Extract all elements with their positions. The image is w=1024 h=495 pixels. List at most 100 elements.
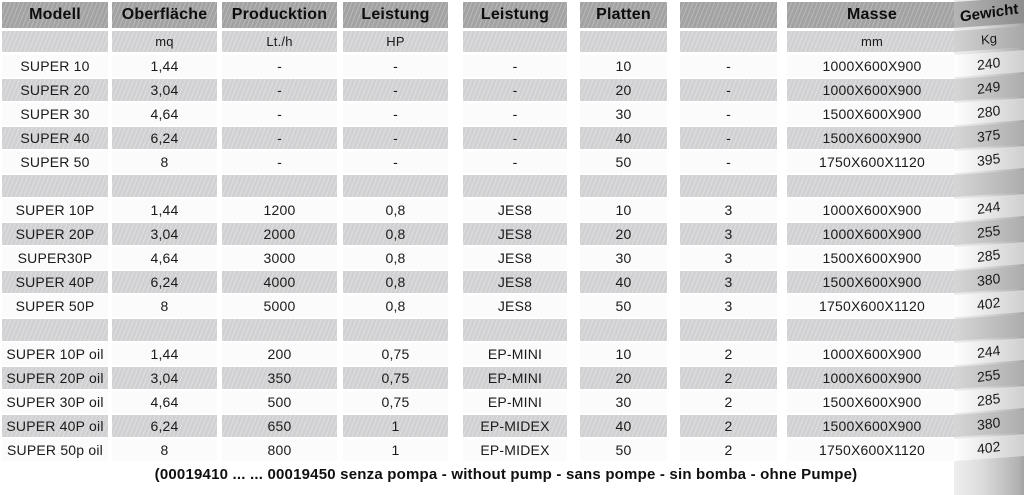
table-row: SUPER 50P 8 5000 0,8 JES8 50 3 1750X600X1120: [0, 295, 957, 317]
model-cell: SUPER 30: [2, 103, 108, 125]
table-cell: 1200: [222, 199, 337, 221]
table-cell: EP-MINI: [463, 367, 567, 389]
table-cell: JES8: [463, 295, 567, 317]
table-cell: EP-MIDEX: [463, 415, 567, 437]
table-row: SUPER 20 3,04- - -20-1000X600X900: [0, 79, 957, 101]
gewicht-value: [954, 170, 1024, 197]
table-cell: 1000X600X900: [787, 367, 957, 389]
table-row: SUPER 30 4,64- - -30-1500X600X900: [0, 103, 957, 125]
table-cell: -: [343, 151, 448, 173]
table-cell: 40: [580, 271, 667, 293]
table-cell: -: [222, 127, 337, 149]
table-cell: -: [463, 127, 567, 149]
table-cell: 3: [680, 295, 777, 317]
gewicht-value-label: 395: [976, 149, 1002, 170]
table-cell: 3000: [222, 247, 337, 269]
table-cell: -: [343, 55, 448, 77]
header-cell-blank: [680, 2, 777, 28]
table-header-row: Modell Oberfläche Producktion Leistung L…: [0, 2, 957, 28]
gewicht-value-label: 285: [976, 245, 1002, 266]
gewicht-unit-label: Kg: [980, 30, 998, 48]
gewicht-value: 240: [954, 50, 1024, 77]
gewicht-value: 249: [954, 74, 1024, 101]
header-cell-leistung-hp: Leistung: [343, 2, 448, 28]
header-cell-producktion: Producktion: [222, 2, 337, 28]
gewicht-value: 285: [954, 386, 1024, 413]
table-row: SUPER 10P oil 1,44 200 0,75 EP-MINI 10 2 1000X6…: [0, 343, 957, 365]
table-cell: 4000: [222, 271, 337, 293]
gewicht-value-label: 402: [976, 293, 1002, 314]
gewicht-value-label: 402: [976, 437, 1002, 458]
table-cell: 20: [580, 223, 667, 245]
gewicht-column-page-curl: Gewicht Kg 240 249 280 375 395 244 255 285 380 402 2…: [954, 0, 1024, 495]
table-row: SUPER 50 8- - -50-1750X600X1120: [0, 151, 957, 173]
table-cell: EP-MINI: [463, 343, 567, 365]
header-cell-modell: Modell: [2, 2, 108, 28]
table-cell: 10: [580, 55, 667, 77]
table-cell: [222, 175, 337, 197]
table-cell: JES8: [463, 199, 567, 221]
table-cell: [343, 175, 448, 197]
table-cell: 1500X600X900: [787, 247, 957, 269]
model-cell: SUPER 10P: [2, 199, 108, 221]
gewicht-value: 255: [954, 218, 1024, 245]
gewicht-value-label: 285: [976, 389, 1002, 410]
table-cell: -: [680, 55, 777, 77]
model-cell: SUPER 30P oil: [2, 391, 108, 413]
table-row: SUPER30P 4,64 3000 0,8 JES8 30 3 1500X600X900: [0, 247, 957, 269]
model-cell: [2, 319, 108, 341]
model-cell: [2, 175, 108, 197]
table-cell: 50: [580, 295, 667, 317]
gewicht-value-label: 255: [976, 221, 1002, 242]
table-cell: -: [222, 151, 337, 173]
table-cell: 1,44: [112, 199, 217, 221]
unit-cell: [680, 31, 777, 52]
table-row: SUPER 20P 3,04 2000 0,8 JES8 20 3 1000X600X900: [0, 223, 957, 245]
table-cell: 5000: [222, 295, 337, 317]
table-cell: -: [222, 55, 337, 77]
table-cell: 2: [680, 391, 777, 413]
model-cell: SUPER 20P: [2, 223, 108, 245]
model-cell: SUPER 50: [2, 151, 108, 173]
gewicht-value: 380: [954, 266, 1024, 293]
model-cell: SUPER30P: [2, 247, 108, 269]
gewicht-value: 280: [954, 98, 1024, 125]
table-row: SUPER 40P 6,24 4000 0,8 JES8 40 3 1500X600X900: [0, 271, 957, 293]
gewicht-value: 402: [954, 434, 1024, 461]
table-cell: [112, 319, 217, 341]
table-cell: 0,8: [343, 295, 448, 317]
table-row: SUPER 10 1,44- - -10-1000X600X900: [0, 55, 957, 77]
gewicht-value: 244: [954, 194, 1024, 221]
gewicht-header: Gewicht: [954, 0, 1024, 28]
table-cell: -: [463, 151, 567, 173]
table-cell: 20: [580, 79, 667, 101]
table-cell: 200: [222, 343, 337, 365]
unit-cell-hp: HP: [343, 31, 448, 52]
table-cell: 10: [580, 343, 667, 365]
model-cell: SUPER 10: [2, 55, 108, 77]
table-cell: [463, 175, 567, 197]
table-cell: 1000X600X900: [787, 79, 957, 101]
table-cell: 1,44: [112, 55, 217, 77]
gewicht-value-label: 280: [976, 101, 1002, 122]
table-cell: 0,8: [343, 199, 448, 221]
table-cell: 0,75: [343, 343, 448, 365]
table-cell: -: [222, 103, 337, 125]
gewicht-value: 380: [954, 410, 1024, 437]
table-cell: 50: [580, 439, 667, 461]
table-cell: -: [343, 127, 448, 149]
table-cell: 0,8: [343, 223, 448, 245]
table-cell: 3,04: [112, 223, 217, 245]
table-row: SUPER 20P oil 3,04 350 0,75 EP-MINI 20 2 1000X6…: [0, 367, 957, 389]
table-cell: 3,04: [112, 367, 217, 389]
table-cell: -: [343, 79, 448, 101]
gewicht-value-label: 380: [976, 269, 1002, 290]
table-cell: 4,64: [112, 391, 217, 413]
header-cell-platten: Platten: [580, 2, 667, 28]
model-cell: SUPER 40P oil: [2, 415, 108, 437]
table-cell: JES8: [463, 223, 567, 245]
table-cell: [787, 319, 957, 341]
footer-note: (00019410 ... ... 00019450 senza pompa -…: [154, 466, 858, 483]
model-cell: SUPER 40P: [2, 271, 108, 293]
